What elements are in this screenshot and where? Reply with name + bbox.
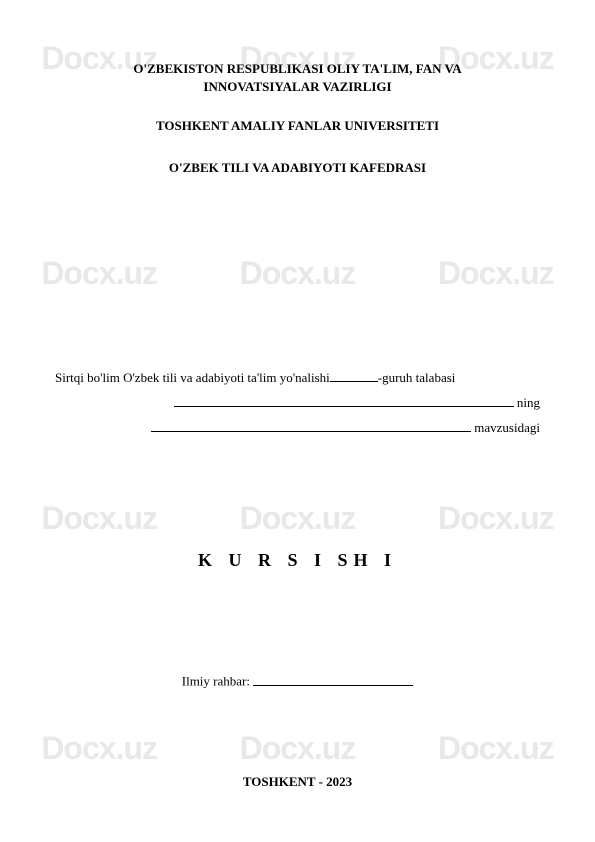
footer-city-year: TOSHKENT - 2023	[55, 774, 540, 790]
topic-blank	[151, 419, 471, 431]
page-container: Docx.uz Docx.uz Docx.uz Docx.uz Docx.uz …	[0, 0, 595, 842]
fill-line-2: ning	[55, 391, 540, 416]
department-name: O'ZBEK TILI VA ADABIYOTI KAFEDRASI	[55, 160, 540, 176]
direction-prefix: Sirtqi bo'lim O'zbek tili va adabiyoti t…	[55, 370, 330, 385]
fill-line-3: mavzusidagi	[55, 416, 540, 441]
group-suffix: -guruh talabasi	[378, 370, 456, 385]
ning-suffix: ning	[514, 395, 540, 410]
university-name: TOSHKENT AMALIY FANLAR UNIVERSITETI	[55, 118, 540, 134]
name-blank	[174, 395, 514, 407]
ministry-line-1: O'ZBEKISTON RESPUBLIKASI OLIY TA'LIM, FA…	[55, 60, 540, 78]
advisor-line: Ilmiy rahbar:	[55, 673, 540, 689]
advisor-blank	[253, 673, 413, 685]
mavzu-suffix: mavzusidagi	[471, 420, 540, 435]
content: O'ZBEKISTON RESPUBLIKASI OLIY TA'LIM, FA…	[55, 60, 540, 790]
ministry-header: O'ZBEKISTON RESPUBLIKASI OLIY TA'LIM, FA…	[55, 60, 540, 96]
advisor-label: Ilmiy rahbar:	[182, 674, 253, 689]
document-title: K U R S I SH I	[55, 550, 540, 571]
group-blank	[330, 370, 378, 382]
fill-line-1: Sirtqi bo'lim O'zbek tili va adabiyoti t…	[55, 366, 540, 391]
student-info-section: Sirtqi bo'lim O'zbek tili va adabiyoti t…	[55, 366, 540, 440]
ministry-line-2: INNOVATSIYALAR VAZIRLIGI	[55, 78, 540, 96]
